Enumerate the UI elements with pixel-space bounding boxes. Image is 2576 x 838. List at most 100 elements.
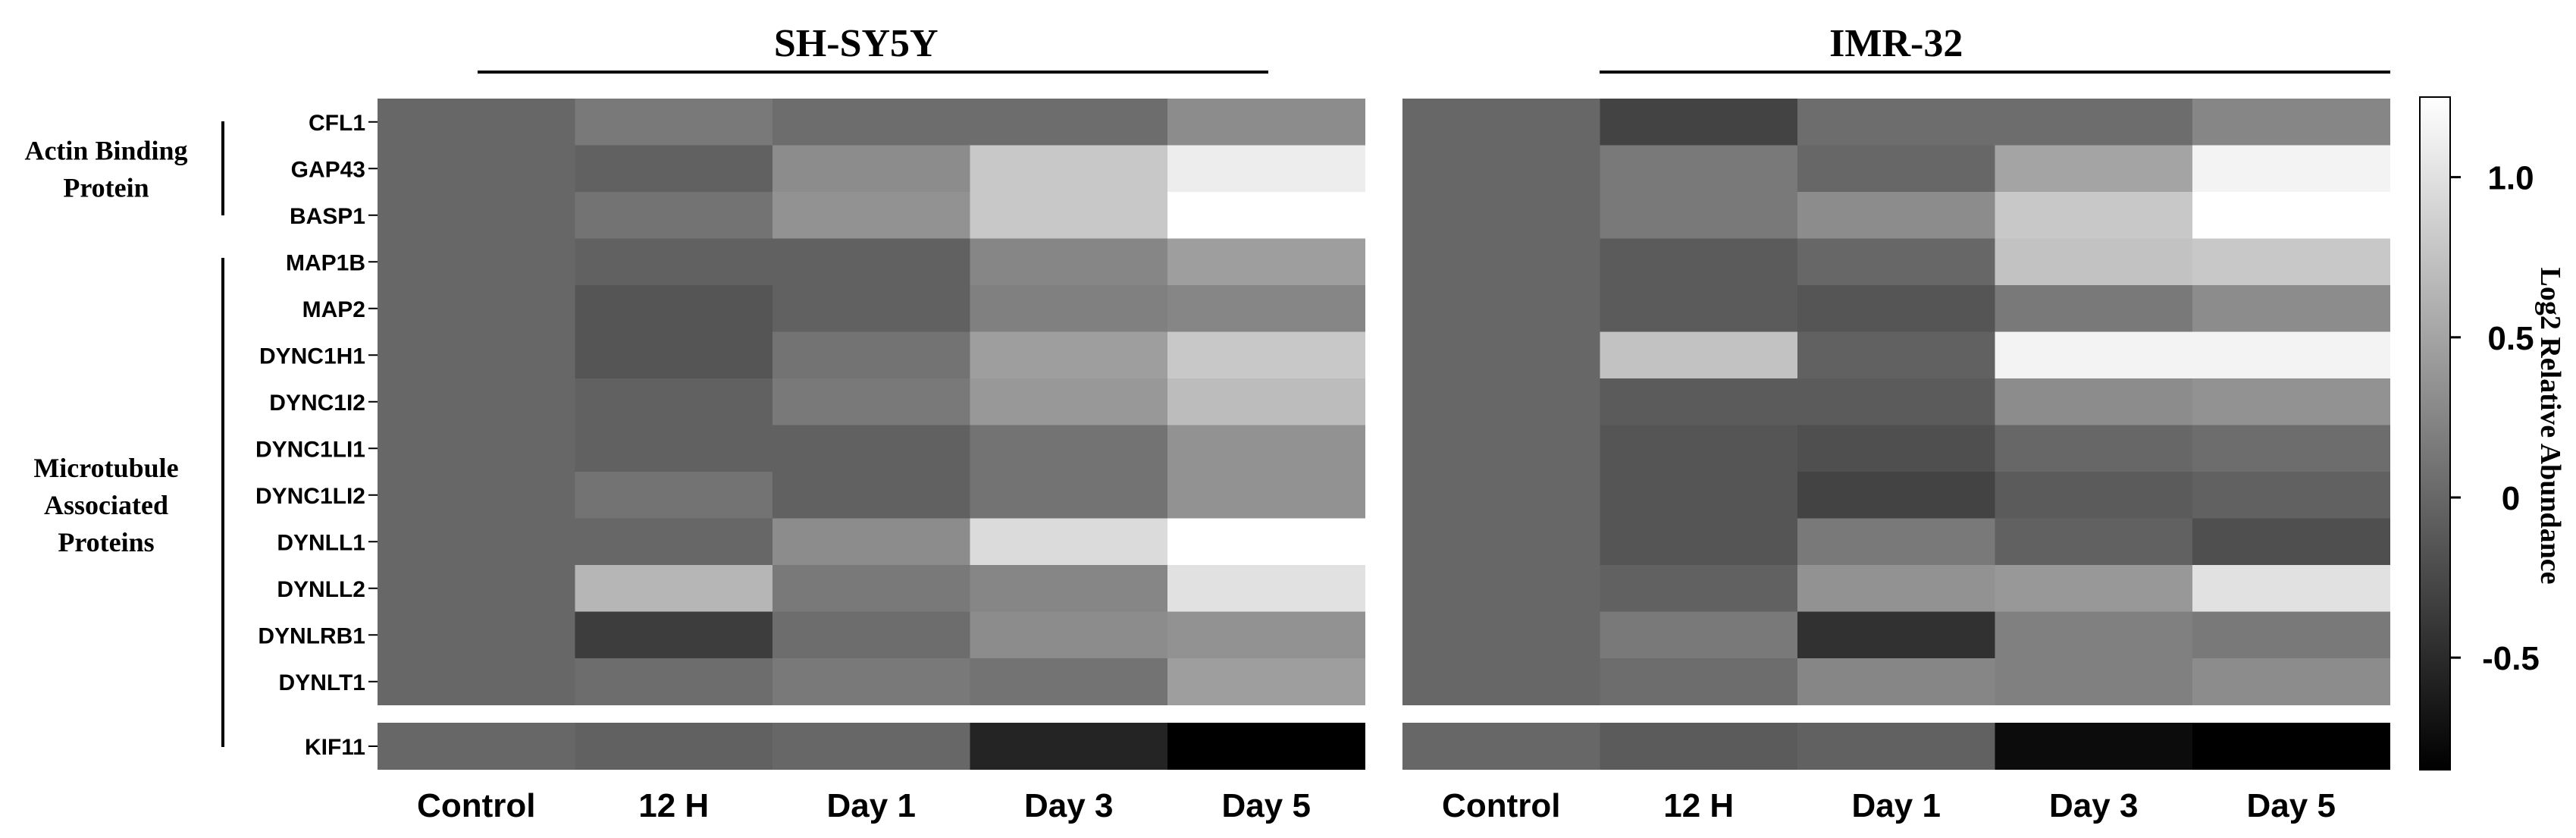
colorbar-tick-label: 1.0 — [2487, 160, 2534, 197]
heatmap-cell-sh-sy5y-map1b-2 — [772, 238, 970, 286]
heatmap-cell-sh-sy5y-dync1li1-3 — [970, 425, 1168, 472]
heatmap-cell-sh-sy5y-dync1i2-3 — [970, 378, 1168, 425]
heatmap-cell-imr-32-cfl1-2 — [1797, 99, 1995, 146]
heatmap-cell-sh-sy5y-dync1li1-4 — [1167, 425, 1365, 472]
heatmap-cell-imr-32-kif11-3 — [1995, 723, 2193, 770]
heatmap-cell-sh-sy5y-basp1-4 — [1167, 192, 1365, 239]
row-label: BASP1 — [290, 204, 365, 229]
row-label: MAP2 — [302, 297, 365, 322]
heatmap-cell-sh-sy5y-dync1li1-0 — [378, 425, 575, 472]
heatmap-cell-imr-32-dynlrb1-4 — [2192, 611, 2390, 659]
heatmap-cell-sh-sy5y-basp1-0 — [378, 192, 575, 239]
heatmap-cell-imr-32-dynlt1-0 — [1402, 658, 1600, 705]
heatmap-cell-sh-sy5y-kif11-1 — [575, 723, 773, 770]
heatmap-cell-imr-32-dync1i2-0 — [1402, 378, 1600, 425]
heatmap-cell-imr-32-kif11-0 — [1402, 723, 1600, 770]
heatmap-cell-imr-32-dynlrb1-3 — [1995, 611, 2193, 659]
heatmap-cell-sh-sy5y-dynlt1-1 — [575, 658, 773, 705]
colorbar-tick-label: 0.5 — [2487, 320, 2534, 357]
heatmap-cell-imr-32-gap43-2 — [1797, 145, 1995, 193]
heatmap-cell-imr-32-dync1li1-4 — [2192, 425, 2390, 472]
heatmap-cell-imr-32-basp1-1 — [1600, 192, 1798, 239]
heatmap-cell-sh-sy5y-dync1li2-4 — [1167, 472, 1365, 519]
heatmap-cell-sh-sy5y-dynll2-2 — [772, 565, 970, 612]
heatmap-cell-imr-32-dynlt1-2 — [1797, 658, 1995, 705]
heatmap-cell-imr-32-map1b-3 — [1995, 238, 2193, 286]
group-label-line: Microtubule — [33, 453, 178, 483]
column-label: Day 5 — [2247, 787, 2336, 824]
row-label: DYNC1LI1 — [255, 437, 365, 462]
heatmap-cell-sh-sy5y-dynlrb1-3 — [970, 611, 1168, 659]
heatmap-cell-sh-sy5y-map2-2 — [772, 285, 970, 332]
row-label: DYNLL1 — [277, 530, 365, 555]
heatmap-cell-sh-sy5y-dynlrb1-1 — [575, 611, 773, 659]
heatmap-cell-sh-sy5y-dynll2-0 — [378, 565, 575, 612]
heatmap-cell-sh-sy5y-dynlt1-3 — [970, 658, 1168, 705]
heatmap-cell-imr-32-dync1i2-1 — [1600, 378, 1798, 425]
heatmap-cell-sh-sy5y-dync1h1-1 — [575, 331, 773, 379]
heatmap-cell-sh-sy5y-kif11-0 — [378, 723, 575, 770]
heatmap-cell-sh-sy5y-cfl1-1 — [575, 99, 773, 146]
heatmap-cell-imr-32-dynll1-4 — [2192, 518, 2390, 566]
heatmap-cell-sh-sy5y-basp1-3 — [970, 192, 1168, 239]
row-label: DYNC1LI2 — [255, 484, 365, 509]
heatmap-cell-imr-32-dync1li1-1 — [1600, 425, 1798, 472]
heatmap-cell-imr-32-dynlrb1-1 — [1600, 611, 1798, 659]
heatmap-cell-imr-32-dynll1-2 — [1797, 518, 1995, 566]
heatmap-cell-sh-sy5y-cfl1-3 — [970, 99, 1168, 146]
heatmap-cell-imr-32-cfl1-4 — [2192, 99, 2390, 146]
heatmap-cell-sh-sy5y-cfl1-4 — [1167, 99, 1365, 146]
group-label-line: Associated — [44, 490, 168, 520]
heatmap-cell-imr-32-dynll1-3 — [1995, 518, 2193, 566]
row-label: MAP1B — [286, 250, 365, 275]
heatmap-cell-sh-sy5y-map2-0 — [378, 285, 575, 332]
heatmap-cell-sh-sy5y-dync1li2-2 — [772, 472, 970, 519]
heatmap-cell-imr-32-dync1li1-2 — [1797, 425, 1995, 472]
heatmap-cell-imr-32-dync1h1-3 — [1995, 331, 2193, 379]
heatmap-cell-imr-32-kif11-2 — [1797, 723, 1995, 770]
heatmap-cell-imr-32-gap43-0 — [1402, 145, 1600, 193]
heatmap-cell-imr-32-dync1li2-0 — [1402, 472, 1600, 519]
heatmap-cell-imr-32-dynlrb1-0 — [1402, 611, 1600, 659]
heatmap-cell-sh-sy5y-basp1-1 — [575, 192, 773, 239]
colorbar-label: Log2 Relative Abundance — [2534, 267, 2566, 584]
heatmap-cell-sh-sy5y-map2-3 — [970, 285, 1168, 332]
heatmap-cell-sh-sy5y-dynlt1-0 — [378, 658, 575, 705]
heatmap-cell-sh-sy5y-dync1li2-1 — [575, 472, 773, 519]
heatmap-cell-sh-sy5y-gap43-0 — [378, 145, 575, 193]
heatmap-cell-imr-32-dynlt1-1 — [1600, 658, 1798, 705]
heatmap-cell-sh-sy5y-kif11-4 — [1167, 723, 1365, 770]
heatmap-cell-imr-32-dync1li2-3 — [1995, 472, 2193, 519]
heatmap-cell-sh-sy5y-gap43-2 — [772, 145, 970, 193]
heatmap-cell-sh-sy5y-dynll1-3 — [970, 518, 1168, 566]
heatmap-cell-imr-32-dynlrb1-2 — [1797, 611, 1995, 659]
row-label: GAP43 — [291, 157, 365, 182]
heatmap-cell-sh-sy5y-dynll2-3 — [970, 565, 1168, 612]
heatmap-cell-sh-sy5y-map1b-4 — [1167, 238, 1365, 286]
heatmap-cell-imr-32-dync1h1-0 — [1402, 331, 1600, 379]
heatmap-cell-imr-32-dynll1-0 — [1402, 518, 1600, 566]
column-label: Control — [1442, 787, 1560, 824]
heatmap-cell-sh-sy5y-dync1li2-0 — [378, 472, 575, 519]
heatmap-cell-imr-32-dync1li1-0 — [1402, 425, 1600, 472]
heatmap-cell-sh-sy5y-dync1h1-2 — [772, 331, 970, 379]
heatmap-cell-imr-32-cfl1-0 — [1402, 99, 1600, 146]
panel-title-sh-sy5y: SH-SY5Y — [774, 22, 939, 65]
heatmap-cell-imr-32-basp1-4 — [2192, 192, 2390, 239]
heatmap-cell-imr-32-map2-0 — [1402, 285, 1600, 332]
heatmap-cell-imr-32-map1b-2 — [1797, 238, 1995, 286]
heatmap-cell-imr-32-map1b-4 — [2192, 238, 2390, 286]
heatmap-cell-sh-sy5y-map2-1 — [575, 285, 773, 332]
heatmap-cell-imr-32-dync1i2-2 — [1797, 378, 1995, 425]
heatmap-cell-sh-sy5y-map1b-3 — [970, 238, 1168, 286]
group-label-line: Actin Binding — [24, 136, 187, 166]
heatmap-cell-sh-sy5y-dynlrb1-4 — [1167, 611, 1365, 659]
heatmap-cell-imr-32-dynlt1-3 — [1995, 658, 2193, 705]
heatmap-cell-sh-sy5y-kif11-2 — [772, 723, 970, 770]
column-label: Day 3 — [1024, 787, 1113, 824]
heatmap-cell-imr-32-map2-2 — [1797, 285, 1995, 332]
heatmap-cell-sh-sy5y-dynll1-4 — [1167, 518, 1365, 566]
heatmap-cell-sh-sy5y-dynll1-2 — [772, 518, 970, 566]
heatmap-cell-sh-sy5y-dync1li2-3 — [970, 472, 1168, 519]
heatmap-cell-imr-32-dync1h1-1 — [1600, 331, 1798, 379]
